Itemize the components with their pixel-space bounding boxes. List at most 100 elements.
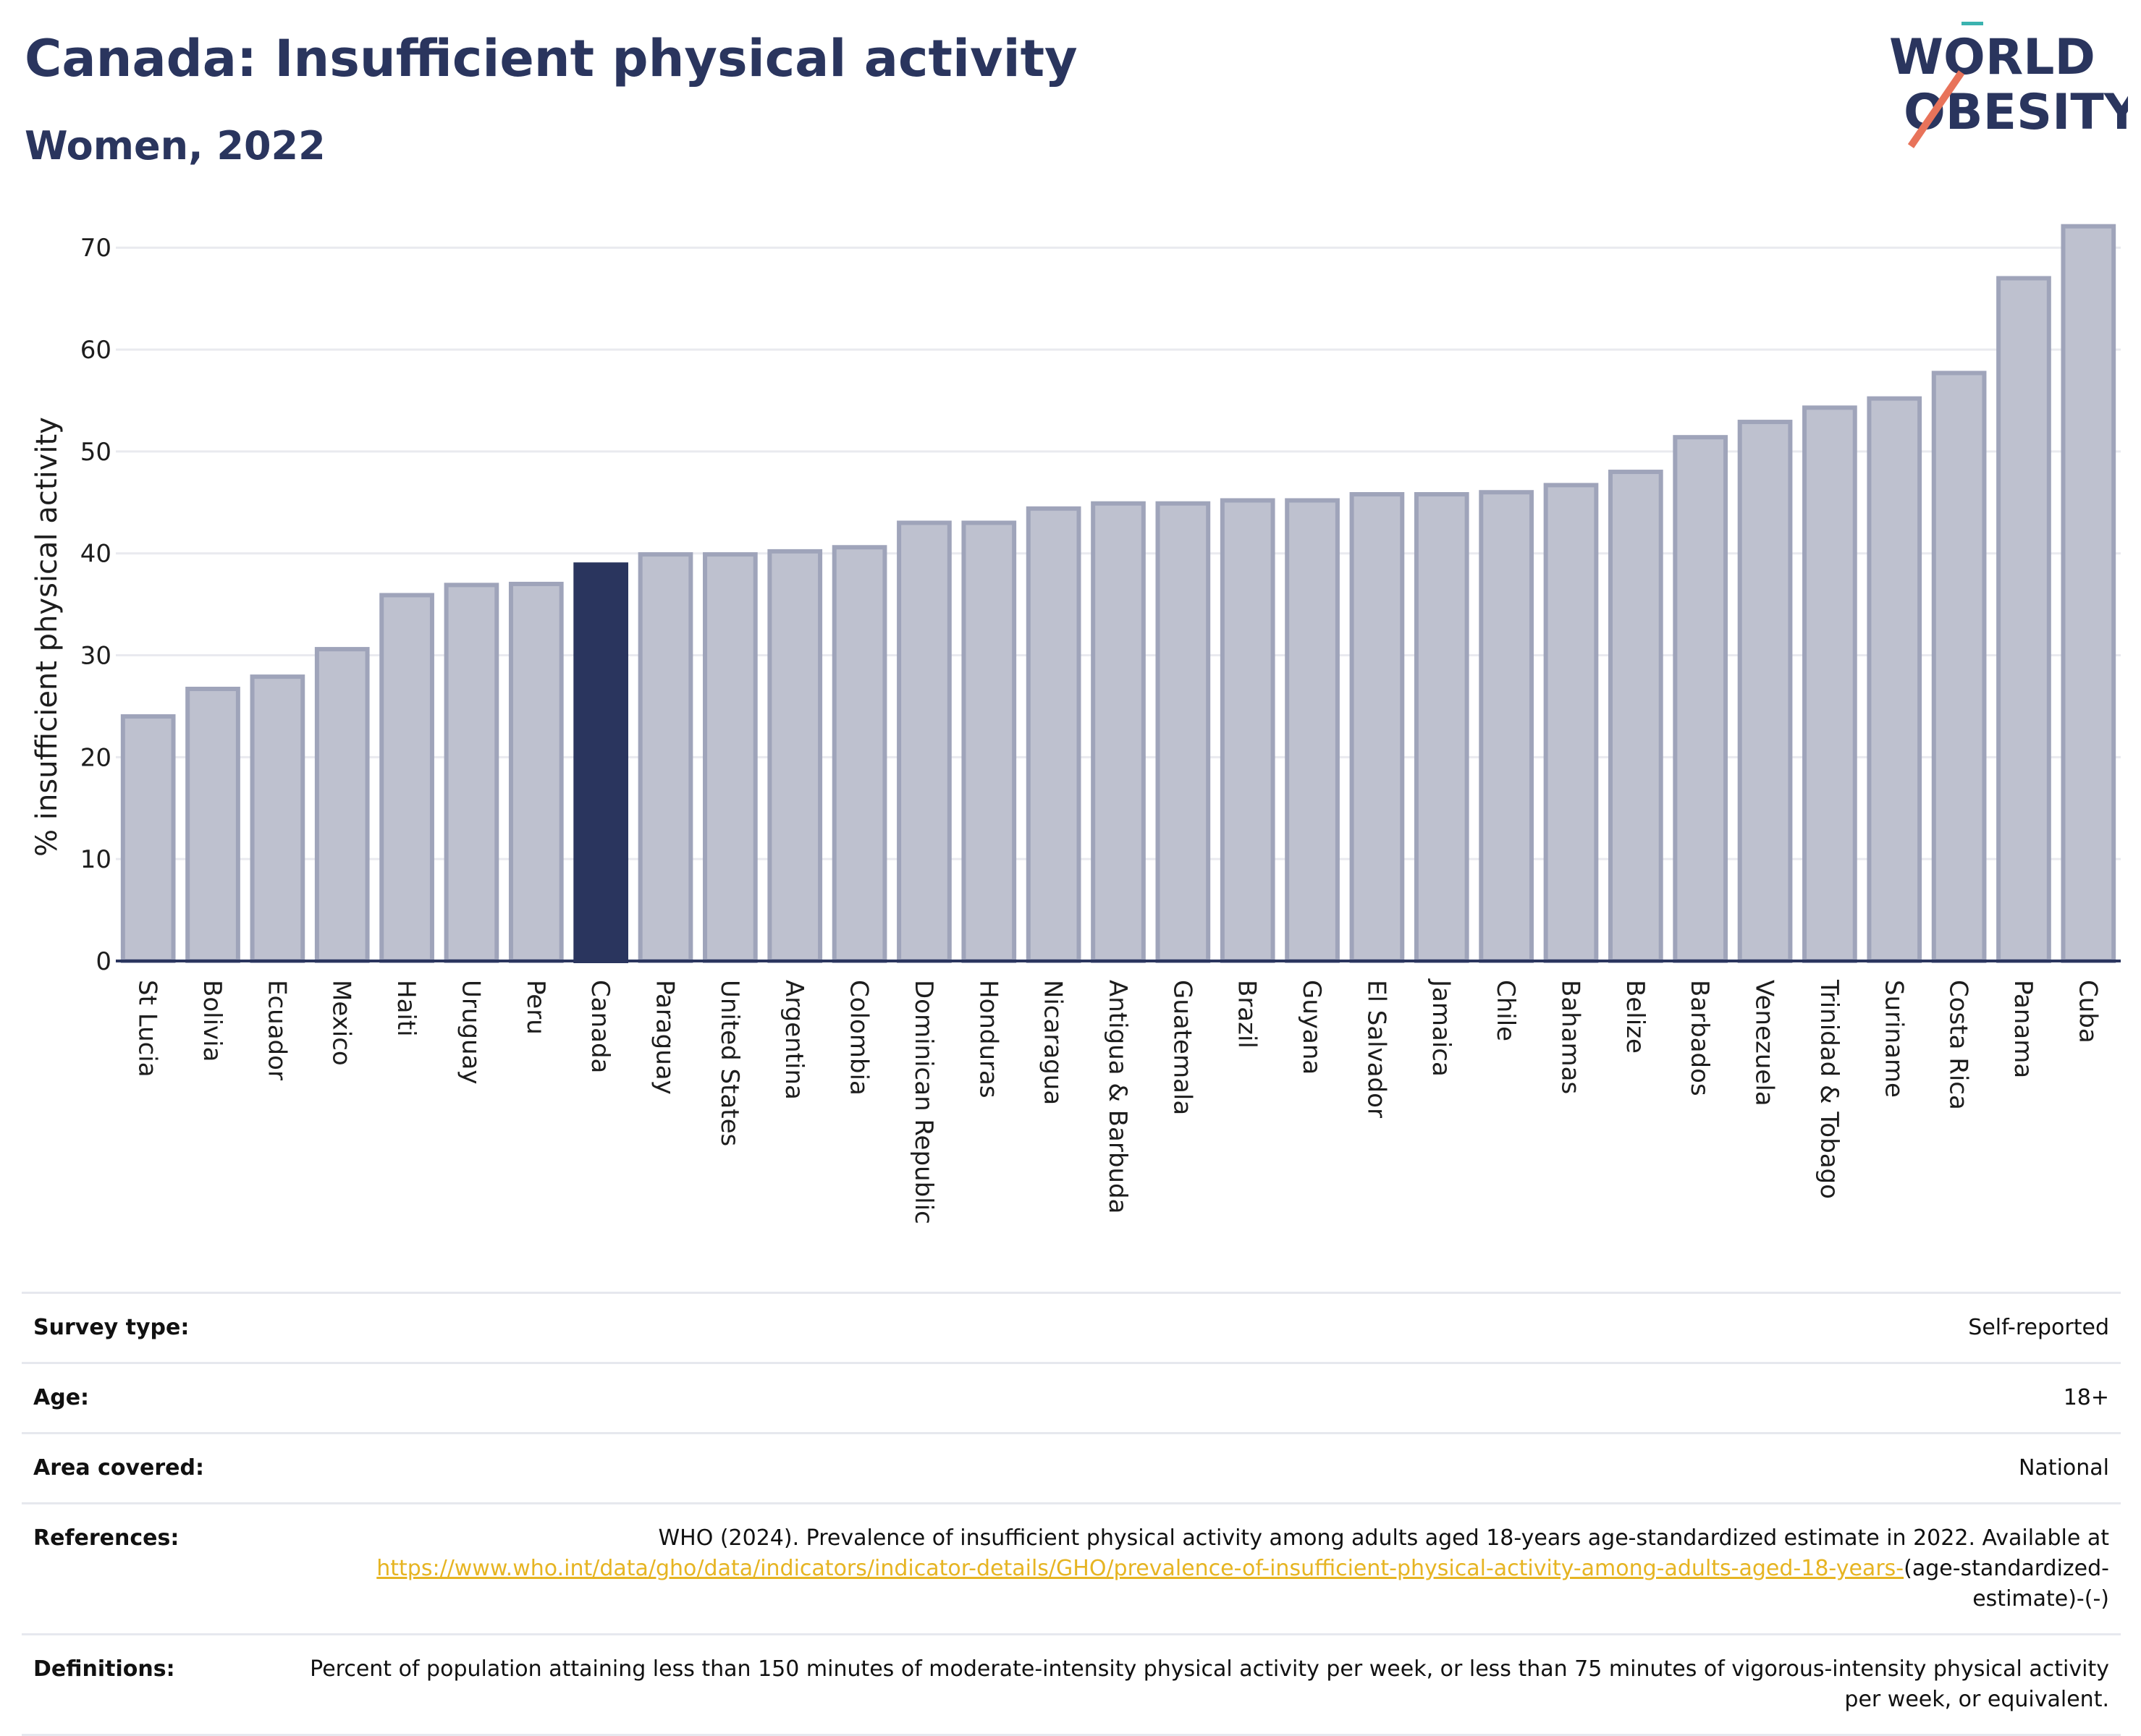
y-tick-label: 60 [80, 336, 111, 365]
bar-canada [573, 562, 629, 963]
x-category-label: Bahamas [1555, 980, 1584, 1094]
bar-venezuela [1737, 420, 1793, 963]
meta-value: Self-reported [1968, 1315, 2109, 1340]
x-category-label: Dominican Republic [909, 980, 938, 1224]
x-category-label: Guatemala [1167, 980, 1196, 1115]
bar-panama [1996, 276, 2051, 963]
bar-nicaragua [1026, 506, 1081, 963]
y-tick-label: 30 [80, 642, 111, 671]
bar-chart: 0 10 20 30 40 50 60 70 St Lucia Bolivia Ecuador Me… [30, 224, 2121, 1224]
y-tick-label: 70 [80, 234, 111, 263]
x-category-label: Guyana [1297, 980, 1326, 1075]
bar-antigua-barbuda [1091, 501, 1146, 963]
logo-line1: WORLD [1889, 29, 2095, 86]
x-category-label: El Salvador [1361, 980, 1390, 1118]
y-axis-label: % insufficient physical activity [30, 417, 64, 857]
bar-belize [1608, 470, 1663, 963]
x-category-label: Belize [1621, 980, 1650, 1054]
bar-jamaica [1414, 492, 1469, 963]
y-tick-label: 10 [80, 845, 111, 874]
meta-value: National [2018, 1455, 2109, 1481]
meta-row-age: Age: 18+ [22, 1363, 2121, 1434]
x-category-label: Mexico [327, 980, 356, 1066]
bar-argentina [767, 549, 823, 963]
meta-key: Age: [33, 1385, 90, 1410]
meta-row-area: Area covered: National [22, 1433, 2121, 1504]
x-category-labels: St Lucia Bolivia Ecuador Mexico Haiti Uruguay… [133, 978, 2103, 1224]
y-tick-label: 50 [80, 438, 111, 467]
x-category-label: Venezuela [1750, 980, 1779, 1106]
x-category-label: Suriname [1879, 980, 1908, 1098]
world-obesity-logo: WORLD OBESITY [1889, 22, 2128, 148]
x-category-label: St Lucia [133, 980, 162, 1077]
references-value: WHO (2024). Prevalence of insufficient p… [262, 1504, 2121, 1635]
x-category-label: Uruguay [456, 980, 485, 1085]
bars [120, 224, 2116, 964]
bar-barbados [1673, 435, 1728, 963]
bar-colombia [832, 545, 887, 963]
bar-peru [508, 581, 564, 963]
x-category-label: Trinidad & Tobago [1815, 979, 1844, 1199]
meta-row-survey: Survey type: Self-reported [22, 1292, 2121, 1363]
references-link[interactable]: https://www.who.int/data/gho/data/indica… [376, 1556, 1904, 1581]
bar-suriname [1867, 396, 1922, 963]
meta-row-references: References: WHO (2024). Prevalence of in… [22, 1503, 2121, 1635]
bar-cuba [2061, 224, 2116, 964]
bar-brazil [1220, 498, 1275, 963]
bar-guyana [1285, 498, 1340, 963]
x-category-label: Argentina [780, 980, 808, 1100]
bar-trinidad-tobago [1802, 405, 1857, 963]
x-category-label: Haiti [392, 980, 421, 1037]
chart-subtitle: Women, 2022 [25, 123, 326, 169]
x-category-label: Antigua & Barbuda [1103, 980, 1132, 1214]
x-category-label: Panama [2009, 980, 2037, 1078]
y-tick-label: 40 [80, 540, 111, 569]
x-category-label: Jamaica [1427, 978, 1456, 1077]
x-category-label: Bolivia [198, 980, 227, 1062]
x-category-label: Honduras [974, 980, 1002, 1098]
x-category-label: Nicaragua [1039, 980, 1068, 1105]
bar-costa-rica [1931, 371, 1987, 963]
logo-line2: OBESITY [1904, 84, 2128, 141]
y-tick-label: 0 [96, 947, 111, 976]
bar-bolivia [185, 687, 240, 963]
meta-key: Area covered: [33, 1455, 204, 1481]
bar-st-lucia [120, 714, 176, 963]
x-category-label: United States [715, 980, 744, 1146]
bar-chile [1479, 490, 1534, 963]
bar-guatemala [1155, 501, 1211, 963]
meta-value: 18+ [2063, 1385, 2109, 1410]
x-category-label: Ecuador [262, 980, 291, 1080]
x-category-label: Chile [1491, 980, 1520, 1041]
x-category-label: Costa Rica [1944, 980, 1973, 1110]
x-category-label: Peru [521, 980, 550, 1035]
meta-row-definitions: Definitions: Percent of population attai… [22, 1634, 2121, 1735]
bar-bahamas [1543, 483, 1599, 963]
y-tick-label: 20 [80, 743, 111, 772]
bar-haiti [379, 593, 434, 964]
metadata-table: Survey type: Self-reported Age: 18+ Area… [22, 1292, 2121, 1736]
bar-paraguay [638, 552, 693, 963]
definitions-value: Percent of population attaining less tha… [310, 1656, 2109, 1712]
definitions-key: Definitions: [33, 1656, 175, 1682]
references-tail: (age-standardized-estimate)-(-) [1904, 1556, 2109, 1612]
x-category-label: Cuba [2073, 980, 2102, 1043]
references-text: WHO (2024). Prevalence of insufficient p… [658, 1525, 2109, 1551]
bar-dominican-republic [897, 520, 952, 963]
bar-honduras [961, 520, 1017, 963]
bar-mexico [314, 647, 370, 964]
x-category-label: Barbados [1685, 980, 1714, 1096]
references-key: References: [33, 1525, 180, 1551]
bar-el-salvador [1349, 492, 1405, 963]
chart-title: Canada: Insufficient physical activity [25, 29, 1078, 88]
bar-uruguay [444, 583, 499, 963]
bar-ecuador [250, 674, 305, 964]
meta-key: Survey type: [33, 1315, 190, 1340]
logo-slash-red [1907, 70, 1965, 148]
x-category-label: Colombia [845, 980, 874, 1096]
y-ticks: 0 10 20 30 40 50 60 70 [80, 234, 111, 976]
x-category-label: Canada [586, 980, 615, 1073]
bar-united-states [703, 552, 758, 963]
x-category-label: Brazil [1233, 980, 1262, 1049]
x-category-label: Paraguay [651, 980, 680, 1095]
